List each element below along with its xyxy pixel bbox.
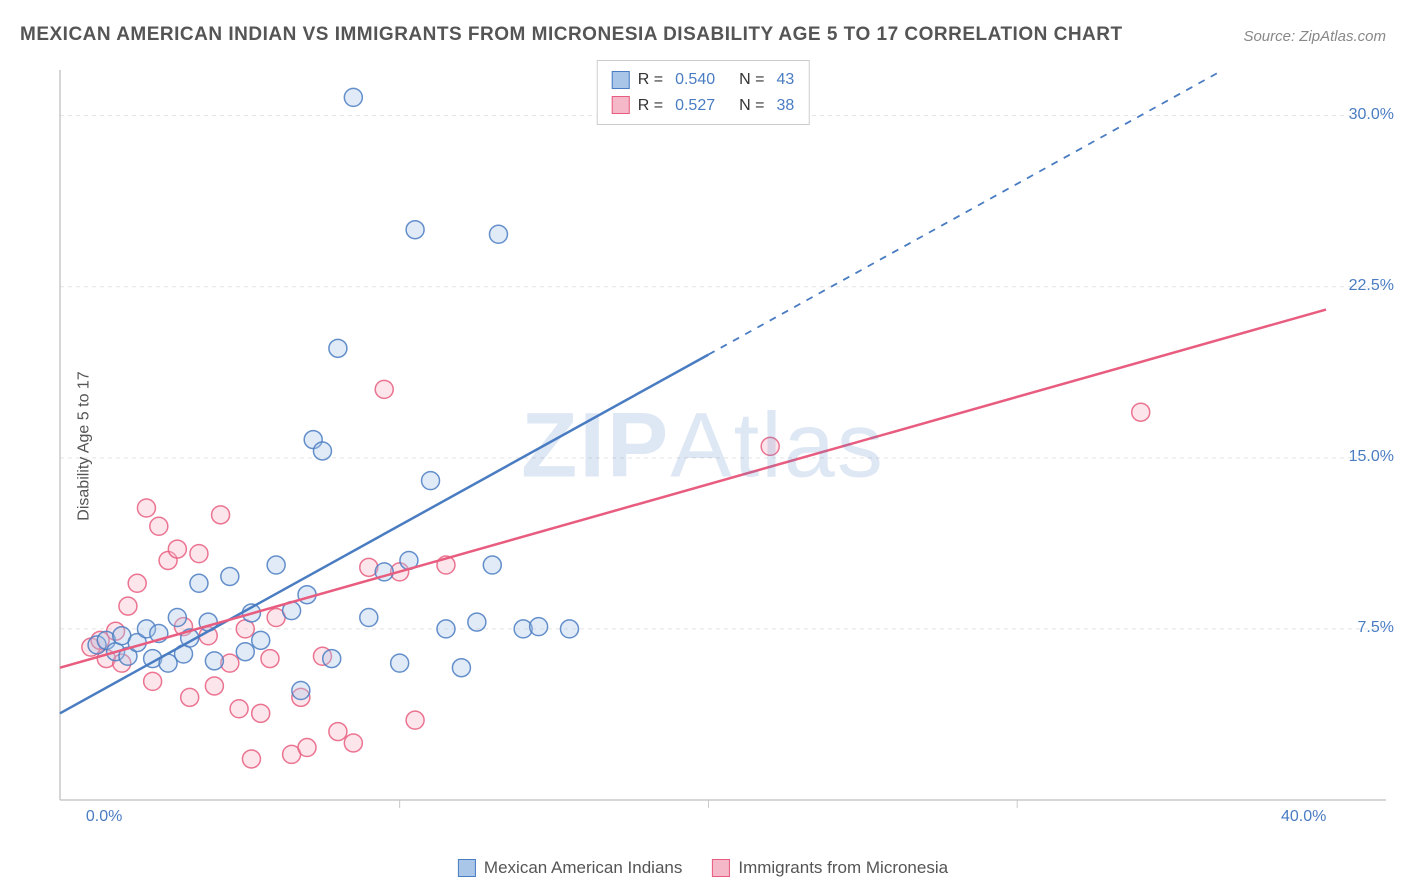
r-value-micronesia: 0.527	[671, 93, 715, 119]
scatter-plot	[50, 60, 1386, 830]
x-tick-label: 0.0%	[86, 808, 122, 826]
r-label: R =	[638, 93, 663, 119]
legend-row-micronesia: R = 0.527 N = 38	[612, 93, 795, 119]
swatch-micronesia	[712, 859, 730, 877]
source-attribution: Source: ZipAtlas.com	[1243, 28, 1386, 45]
chart-area	[50, 60, 1386, 830]
legend-label-mexican: Mexican American Indians	[484, 858, 682, 878]
n-label: N =	[723, 67, 764, 93]
y-tick-label: 30.0%	[1349, 106, 1394, 124]
n-value-mexican: 43	[772, 67, 794, 93]
n-value-micronesia: 38	[772, 93, 794, 119]
swatch-mexican	[458, 859, 476, 877]
y-tick-label: 15.0%	[1349, 448, 1394, 466]
legend-item-mexican: Mexican American Indians	[458, 858, 682, 878]
legend-item-micronesia: Immigrants from Micronesia	[712, 858, 948, 878]
legend-row-mexican: R = 0.540 N = 43	[612, 67, 795, 93]
series-legend: Mexican American Indians Immigrants from…	[458, 858, 948, 878]
r-value-mexican: 0.540	[671, 67, 715, 93]
y-tick-label: 7.5%	[1358, 619, 1394, 637]
chart-title: MEXICAN AMERICAN INDIAN VS IMMIGRANTS FR…	[20, 24, 1123, 46]
swatch-micronesia	[612, 96, 630, 114]
n-label: N =	[723, 93, 764, 119]
y-tick-label: 22.5%	[1349, 277, 1394, 295]
swatch-mexican	[612, 71, 630, 89]
r-label: R =	[638, 67, 663, 93]
legend-label-micronesia: Immigrants from Micronesia	[738, 858, 948, 878]
x-tick-label: 40.0%	[1281, 808, 1326, 826]
correlation-legend: R = 0.540 N = 43 R = 0.527 N = 38	[597, 60, 810, 125]
